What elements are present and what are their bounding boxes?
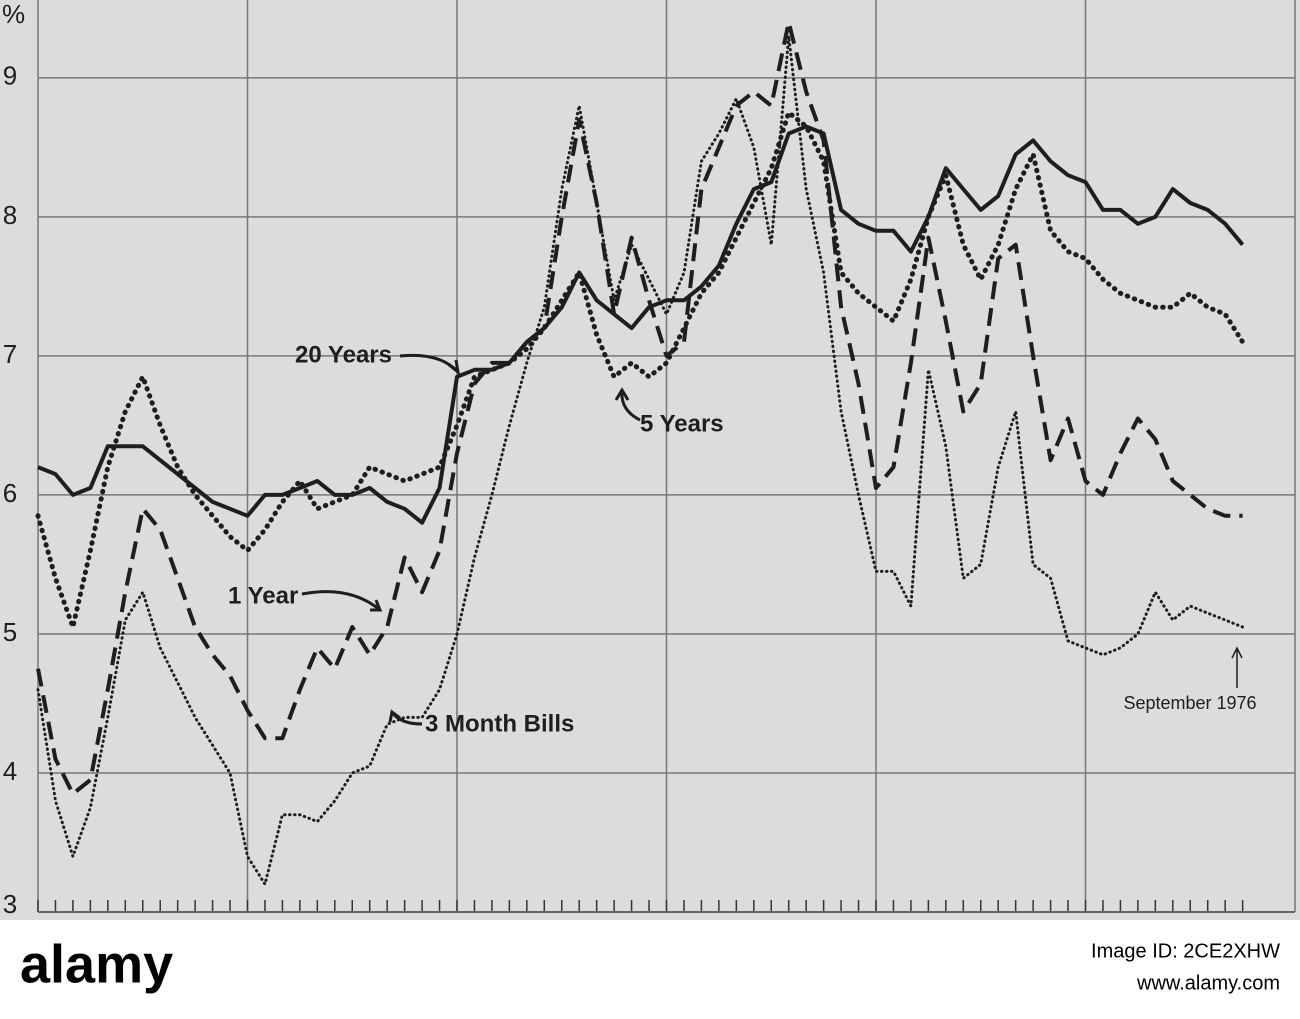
series-label: 1 Year	[228, 582, 298, 609]
y-tick-label: 8	[3, 200, 17, 230]
series-line	[36, 34, 1245, 886]
y-tick-label: 6	[3, 478, 17, 508]
y-tick-label: 3	[3, 889, 17, 919]
y-tick-label: 7	[3, 339, 17, 369]
series-label: 5 Years	[640, 410, 724, 437]
watermark-url: www.alamy.com	[1136, 972, 1280, 994]
watermark-brand: alamy	[20, 934, 173, 994]
series-line	[35, 110, 1246, 630]
watermark-bar	[0, 920, 1300, 1014]
series-line	[36, 20, 1243, 796]
lines	[35, 20, 1246, 886]
grid	[37, 0, 1296, 913]
series-label: 20 Years	[295, 341, 392, 368]
arrow	[614, 387, 641, 422]
y-tick-label: 5	[3, 617, 17, 647]
y-axis-label: %	[2, 0, 25, 29]
y-tick-label: 9	[3, 61, 17, 91]
arrow	[1231, 646, 1243, 688]
series-label: 3 Month Bills	[425, 710, 574, 737]
arrow	[301, 590, 383, 612]
watermark-id: Image ID: 2CE2XHW	[1091, 940, 1280, 962]
annotation: September 1976	[1123, 693, 1256, 713]
y-tick-label: 4	[3, 756, 17, 786]
arrow	[399, 353, 461, 376]
plot-background	[0, 0, 1300, 920]
series-line	[37, 124, 1245, 525]
arrow	[388, 709, 423, 726]
